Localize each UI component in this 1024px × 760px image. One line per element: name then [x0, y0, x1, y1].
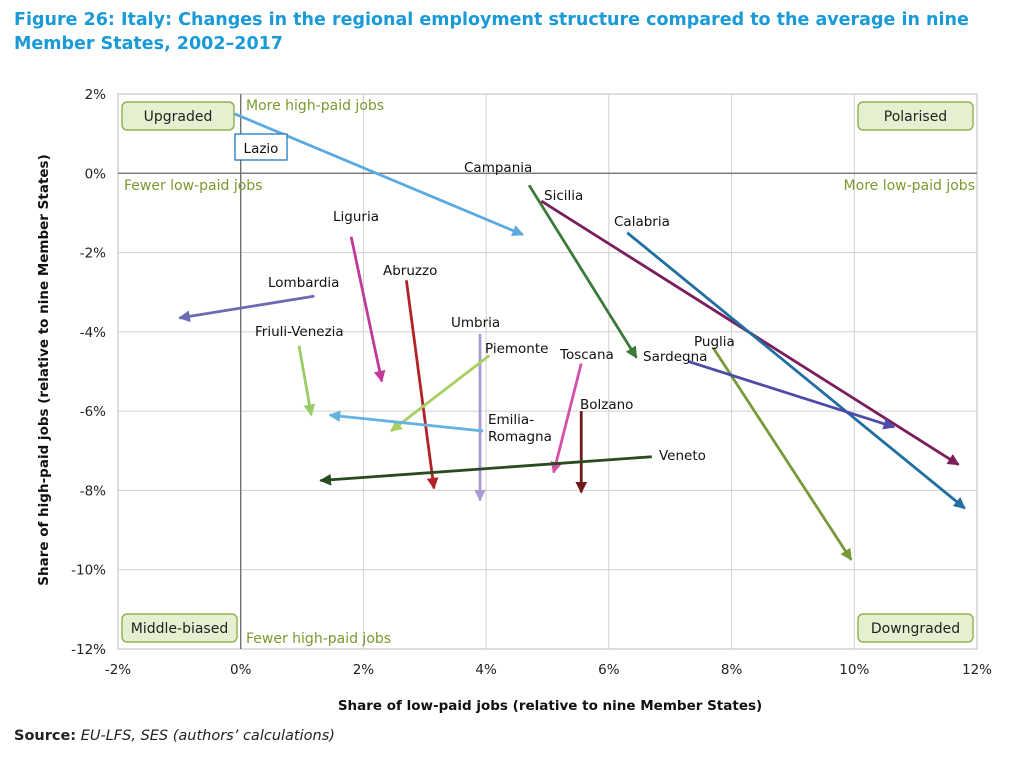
label-calabria: Calabria [614, 214, 670, 230]
x-tick-label: -2% [105, 662, 131, 678]
y-tick-label: -12% [71, 642, 106, 658]
label-piemonte: Piemonte [485, 341, 548, 357]
y-tick-label: -10% [71, 563, 106, 579]
label-emilia-romagna: Emilia-Romagna [488, 412, 552, 445]
y-tick-label: 2% [85, 87, 107, 103]
label-bolzano: Bolzano [580, 397, 633, 413]
label-abruzzo: Abruzzo [383, 263, 437, 279]
y-axis-title: Share of high-paid jobs (relative to nin… [36, 154, 52, 586]
source-note: Source: EU-LFS, SES (authors’ calculatio… [14, 728, 335, 744]
arrow-toscana [550, 363, 583, 474]
label-sardegna: Sardegna [643, 349, 707, 365]
more-low-paid-text: More low-paid jobs [844, 178, 975, 194]
corner-polarised-label: Polarised [884, 109, 947, 125]
plot-frame [117, 93, 978, 650]
y-tick-label: -4% [80, 325, 106, 341]
source-text: EU-LFS, SES (authors’ calculations) [80, 728, 335, 744]
arrow-piemonte [390, 354, 491, 433]
corner-downgraded-label: Downgraded [871, 621, 960, 637]
label-friuli-venezia: Friuli-Venezia [255, 324, 344, 340]
label-puglia: Puglia [694, 334, 735, 350]
corner-middle-biased-box [121, 613, 238, 643]
y-tick-label: 0% [85, 166, 107, 182]
label-toscana: Toscana [559, 347, 614, 363]
tick-labels: -2% 0% 2% 4% 6% 8% 10% 12% 2% 0% -2% -4% -6% -8% -10% -… [71, 87, 992, 678]
arrow-calabria [626, 231, 966, 510]
x-tick-label: 0% [230, 662, 252, 678]
fewer-low-paid-text: Fewer low-paid jobs [124, 178, 262, 194]
chart-title: Figure 26: Italy: Changes in the regiona… [14, 10, 969, 54]
arrow-campania [527, 184, 638, 359]
label-umbria: Umbria [451, 315, 500, 331]
source-label: Source: [14, 728, 77, 744]
more-high-paid-text: More high-paid jobs [246, 98, 384, 114]
x-tick-label: 10% [839, 662, 869, 678]
axes [118, 94, 977, 649]
label-liguria: Liguria [333, 209, 379, 225]
corner-downgraded-box [857, 613, 974, 643]
y-tick-label: -6% [80, 404, 106, 420]
label-lombardia: Lombardia [268, 275, 339, 291]
y-tick-label: -8% [80, 483, 106, 499]
arrow-puglia [711, 346, 853, 561]
corner-middle-biased-label: Middle-biased [131, 621, 228, 637]
label-box-lazio [234, 133, 288, 161]
x-tick-label: 2% [353, 662, 375, 678]
x-axis-title: Share of low-paid jobs (relative to nine… [338, 698, 762, 714]
corner-upgraded-box [121, 101, 235, 131]
corner-polarised-box [857, 101, 974, 131]
arrow-veneto [319, 455, 652, 486]
region-labels: Lazio Campania Sicilia Calabria Liguria Lomba… [234, 133, 735, 464]
label-campania: Campania [464, 160, 532, 176]
arrow-friuli-venezia [297, 345, 316, 417]
label-sicilia: Sicilia [544, 188, 583, 204]
x-tick-label: 8% [721, 662, 743, 678]
arrow-sardegna [688, 360, 896, 430]
x-tick-label: 6% [598, 662, 620, 678]
arrows [178, 112, 966, 561]
fewer-high-paid-text: Fewer high-paid jobs [246, 631, 391, 647]
corner-upgraded-label: Upgraded [144, 109, 213, 125]
x-tick-label: 12% [962, 662, 992, 678]
arrow-emilia-romagna [328, 410, 484, 433]
x-tick-label: 4% [475, 662, 497, 678]
label-veneto: Veneto [659, 448, 706, 464]
y-tick-label: -2% [80, 246, 106, 262]
arrow-liguria [349, 236, 386, 383]
arrow-abruzzo [404, 280, 439, 490]
label-lazio: Lazio [244, 141, 279, 157]
arrow-lombardia [178, 294, 315, 323]
quadrant-labels: Upgraded Polarised Middle-biased Downgraded… [121, 98, 975, 647]
